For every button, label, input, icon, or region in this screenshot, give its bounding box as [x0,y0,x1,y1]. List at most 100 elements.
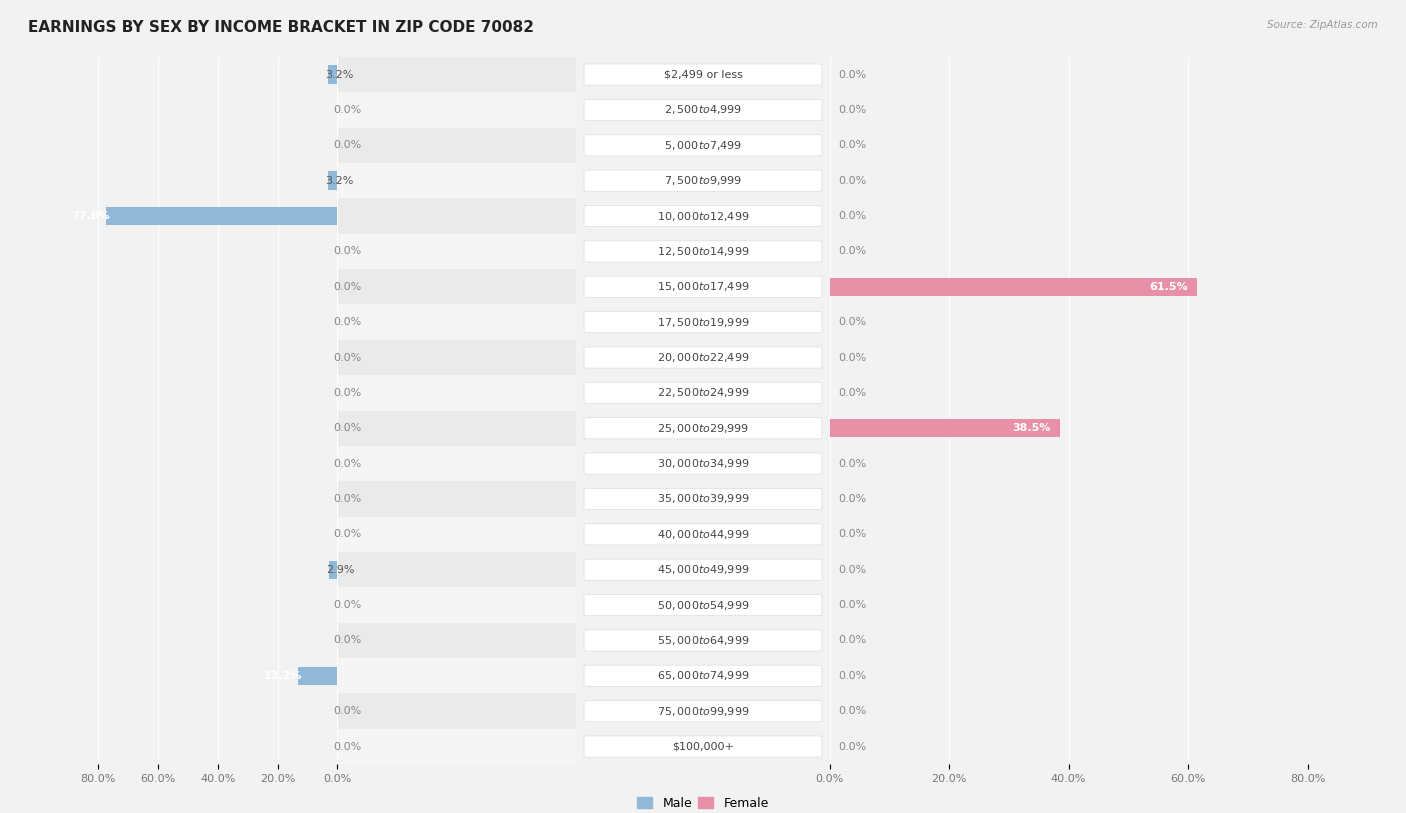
Bar [0,728,830,764]
Bar [0,305,830,340]
Bar [0,163,830,198]
Text: $50,000 to $54,999: $50,000 to $54,999 [657,598,749,611]
Bar [0,128,830,163]
FancyBboxPatch shape [583,382,823,403]
FancyBboxPatch shape [583,170,823,191]
Text: 61.5%: 61.5% [1150,282,1188,292]
Text: $25,000 to $29,999: $25,000 to $29,999 [657,422,749,435]
Bar [337,693,1406,728]
Text: 0.0%: 0.0% [333,741,361,751]
Text: 0.0%: 0.0% [838,317,866,327]
Text: $40,000 to $44,999: $40,000 to $44,999 [657,528,749,541]
Text: 0.0%: 0.0% [333,459,361,468]
Bar [337,587,1406,623]
Text: 3.2%: 3.2% [325,176,353,185]
Bar [0,446,576,481]
Text: 13.2%: 13.2% [264,671,302,680]
Bar [0,517,576,552]
Bar [337,446,1406,481]
Text: $100,000+: $100,000+ [672,741,734,751]
Bar [0,552,830,587]
Bar [0,446,830,481]
Text: Source: ZipAtlas.com: Source: ZipAtlas.com [1267,20,1378,30]
Text: 0.0%: 0.0% [333,353,361,363]
Bar [0,693,830,728]
Bar [0,481,830,517]
Bar [0,340,830,376]
Text: 0.0%: 0.0% [838,70,866,80]
FancyBboxPatch shape [583,347,823,368]
FancyBboxPatch shape [583,241,823,262]
Bar [337,481,1406,517]
Text: 0.0%: 0.0% [838,741,866,751]
Text: $2,499 or less: $2,499 or less [664,70,742,80]
FancyBboxPatch shape [583,99,823,120]
Text: 77.6%: 77.6% [72,211,110,221]
Text: 0.0%: 0.0% [838,600,866,610]
Bar [0,552,576,587]
Bar [105,207,337,225]
Text: 0.0%: 0.0% [333,424,361,433]
Text: 0.0%: 0.0% [333,246,361,256]
Text: 38.5%: 38.5% [1012,424,1050,433]
FancyBboxPatch shape [583,453,823,474]
FancyBboxPatch shape [583,630,823,651]
Bar [328,65,337,84]
FancyBboxPatch shape [583,489,823,510]
Bar [0,234,830,269]
Text: $20,000 to $22,499: $20,000 to $22,499 [657,351,749,364]
Bar [0,198,830,234]
Text: $17,500 to $19,999: $17,500 to $19,999 [657,315,749,328]
Bar [337,198,1406,234]
Bar [0,305,576,340]
Bar [830,419,1060,437]
Text: 0.0%: 0.0% [333,282,361,292]
FancyBboxPatch shape [583,736,823,757]
Bar [0,376,576,411]
Text: $7,500 to $9,999: $7,500 to $9,999 [664,174,742,187]
Bar [0,234,576,269]
Bar [337,411,1406,446]
Text: $15,000 to $17,499: $15,000 to $17,499 [657,280,749,293]
Text: 0.0%: 0.0% [333,494,361,504]
Text: 0.0%: 0.0% [838,706,866,716]
Text: 0.0%: 0.0% [333,141,361,150]
Bar [0,728,576,764]
Bar [830,277,1197,296]
Text: 2.9%: 2.9% [326,565,354,575]
Bar [329,560,337,579]
Bar [337,163,1406,198]
Text: 0.0%: 0.0% [838,671,866,680]
Text: 0.0%: 0.0% [838,176,866,185]
Text: $30,000 to $34,999: $30,000 to $34,999 [657,457,749,470]
Text: 0.0%: 0.0% [333,636,361,646]
Bar [0,57,576,92]
Bar [0,623,830,659]
Legend: Male, Female: Male, Female [633,792,773,813]
Text: $12,500 to $14,999: $12,500 to $14,999 [657,245,749,258]
Bar [328,172,337,190]
FancyBboxPatch shape [583,206,823,227]
Text: 0.0%: 0.0% [838,636,866,646]
Bar [0,92,830,128]
Text: $55,000 to $64,999: $55,000 to $64,999 [657,634,749,647]
Bar [0,92,576,128]
Bar [337,659,1406,693]
FancyBboxPatch shape [583,418,823,439]
Bar [298,667,337,685]
Text: 0.0%: 0.0% [838,141,866,150]
Text: 0.0%: 0.0% [838,246,866,256]
Bar [0,163,576,198]
Bar [0,481,576,517]
Bar [337,128,1406,163]
Bar [337,57,1406,92]
FancyBboxPatch shape [583,594,823,615]
Text: 0.0%: 0.0% [838,211,866,221]
FancyBboxPatch shape [583,311,823,333]
Bar [0,57,830,92]
Bar [0,376,830,411]
Text: 0.0%: 0.0% [333,600,361,610]
Text: 0.0%: 0.0% [838,494,866,504]
Text: 0.0%: 0.0% [838,353,866,363]
Bar [0,517,830,552]
